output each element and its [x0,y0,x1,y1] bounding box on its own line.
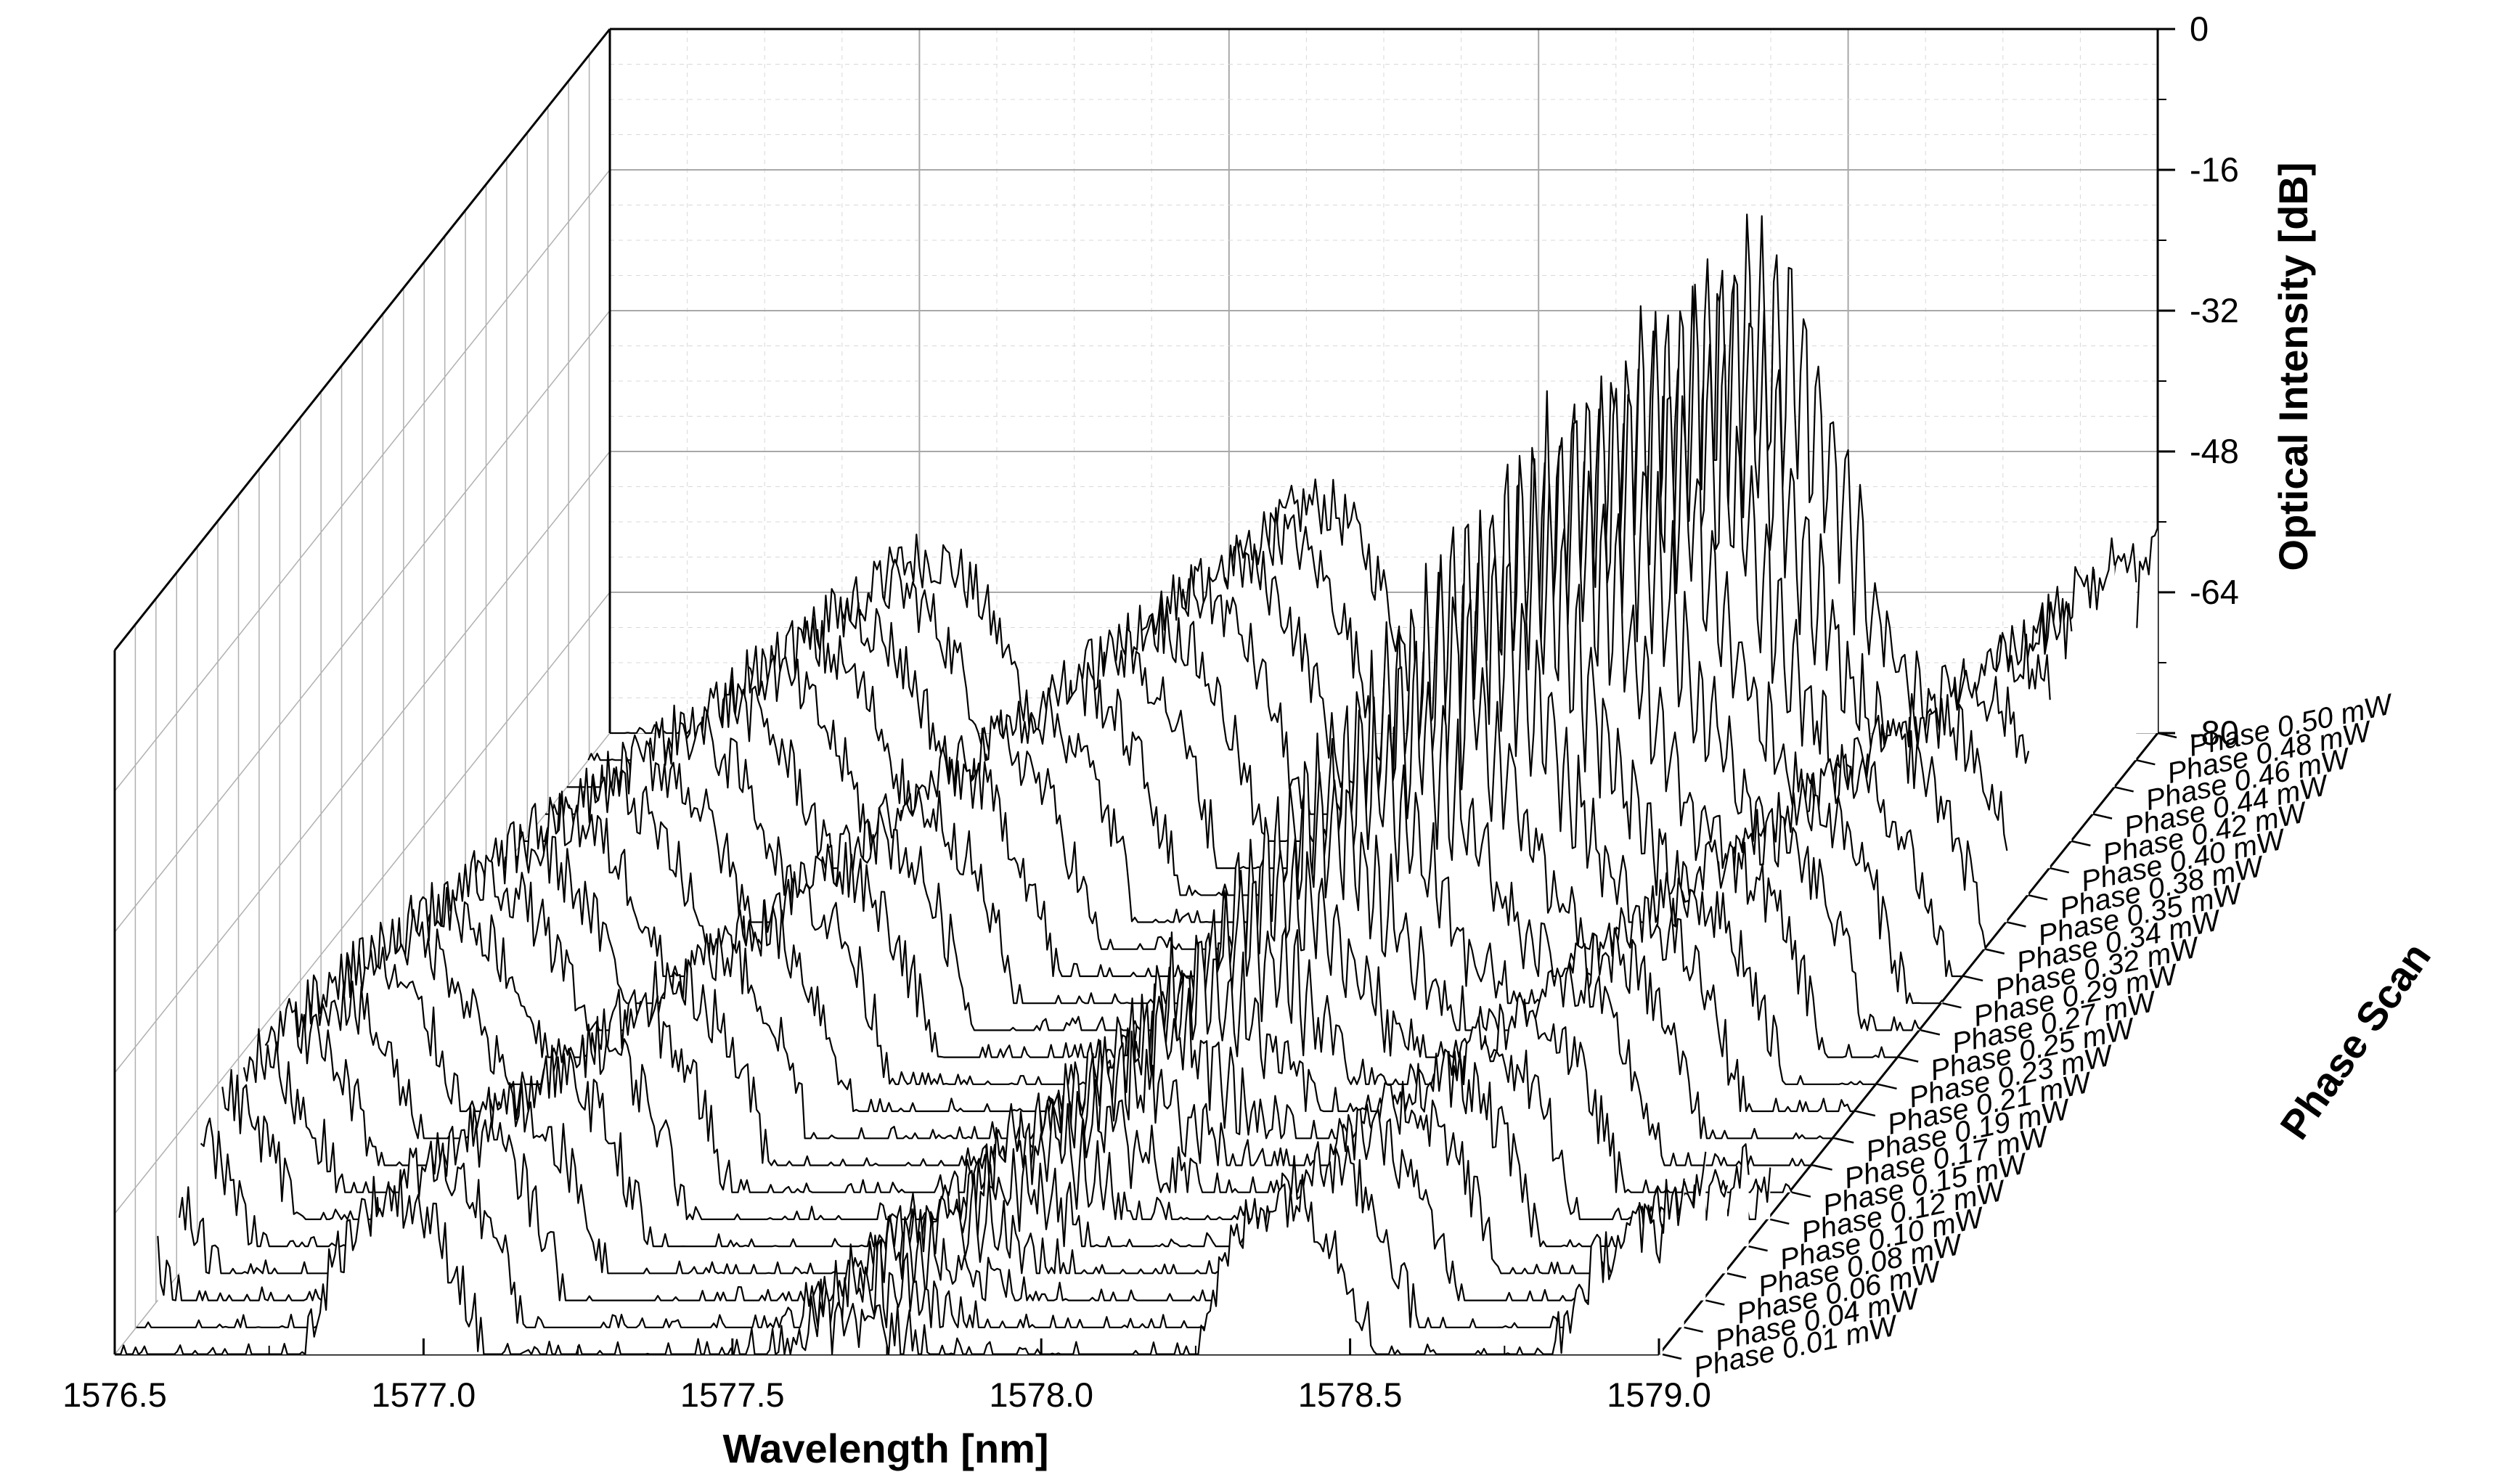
x-tick-label: 1576.5 [62,1375,167,1414]
z-tick-label: -64 [2190,573,2239,611]
series-traces [115,213,2159,1356]
series-fill-19 [523,376,2072,841]
series-fill-20 [545,306,2094,814]
z-tick-label: 0 [2190,9,2209,48]
z-tick-label: -48 [2190,432,2239,470]
x-axis-title: Wavelength [nm] [722,1426,1048,1471]
x-tick-label: 1578.0 [989,1375,1093,1414]
series-line-0 [115,1169,1664,1356]
x-tick-label: 1577.5 [680,1375,785,1414]
z-tick-label: -16 [2190,150,2239,189]
x-tick-label: 1578.5 [1298,1375,1403,1414]
side-wall-grid [114,28,611,1355]
z-tick-label: -80 [2190,713,2239,752]
depth-axis-title: Phase Scan [2271,934,2439,1148]
x-tick-label: 1577.0 [372,1375,476,1414]
z-tick-label: -32 [2190,291,2239,330]
z-axis-title: Optical Intensity [dB] [2270,162,2316,571]
axis-ticks: 1576.5 1577.0 1577.5 1578.0 1578.5 1579.0 0 -16… [62,9,2239,1414]
series-fill-18 [502,391,2050,869]
series-fill-0 [115,1170,1663,1354]
chart-grid [114,28,2158,1355]
x-tick-label: 1579.0 [1607,1375,1711,1414]
